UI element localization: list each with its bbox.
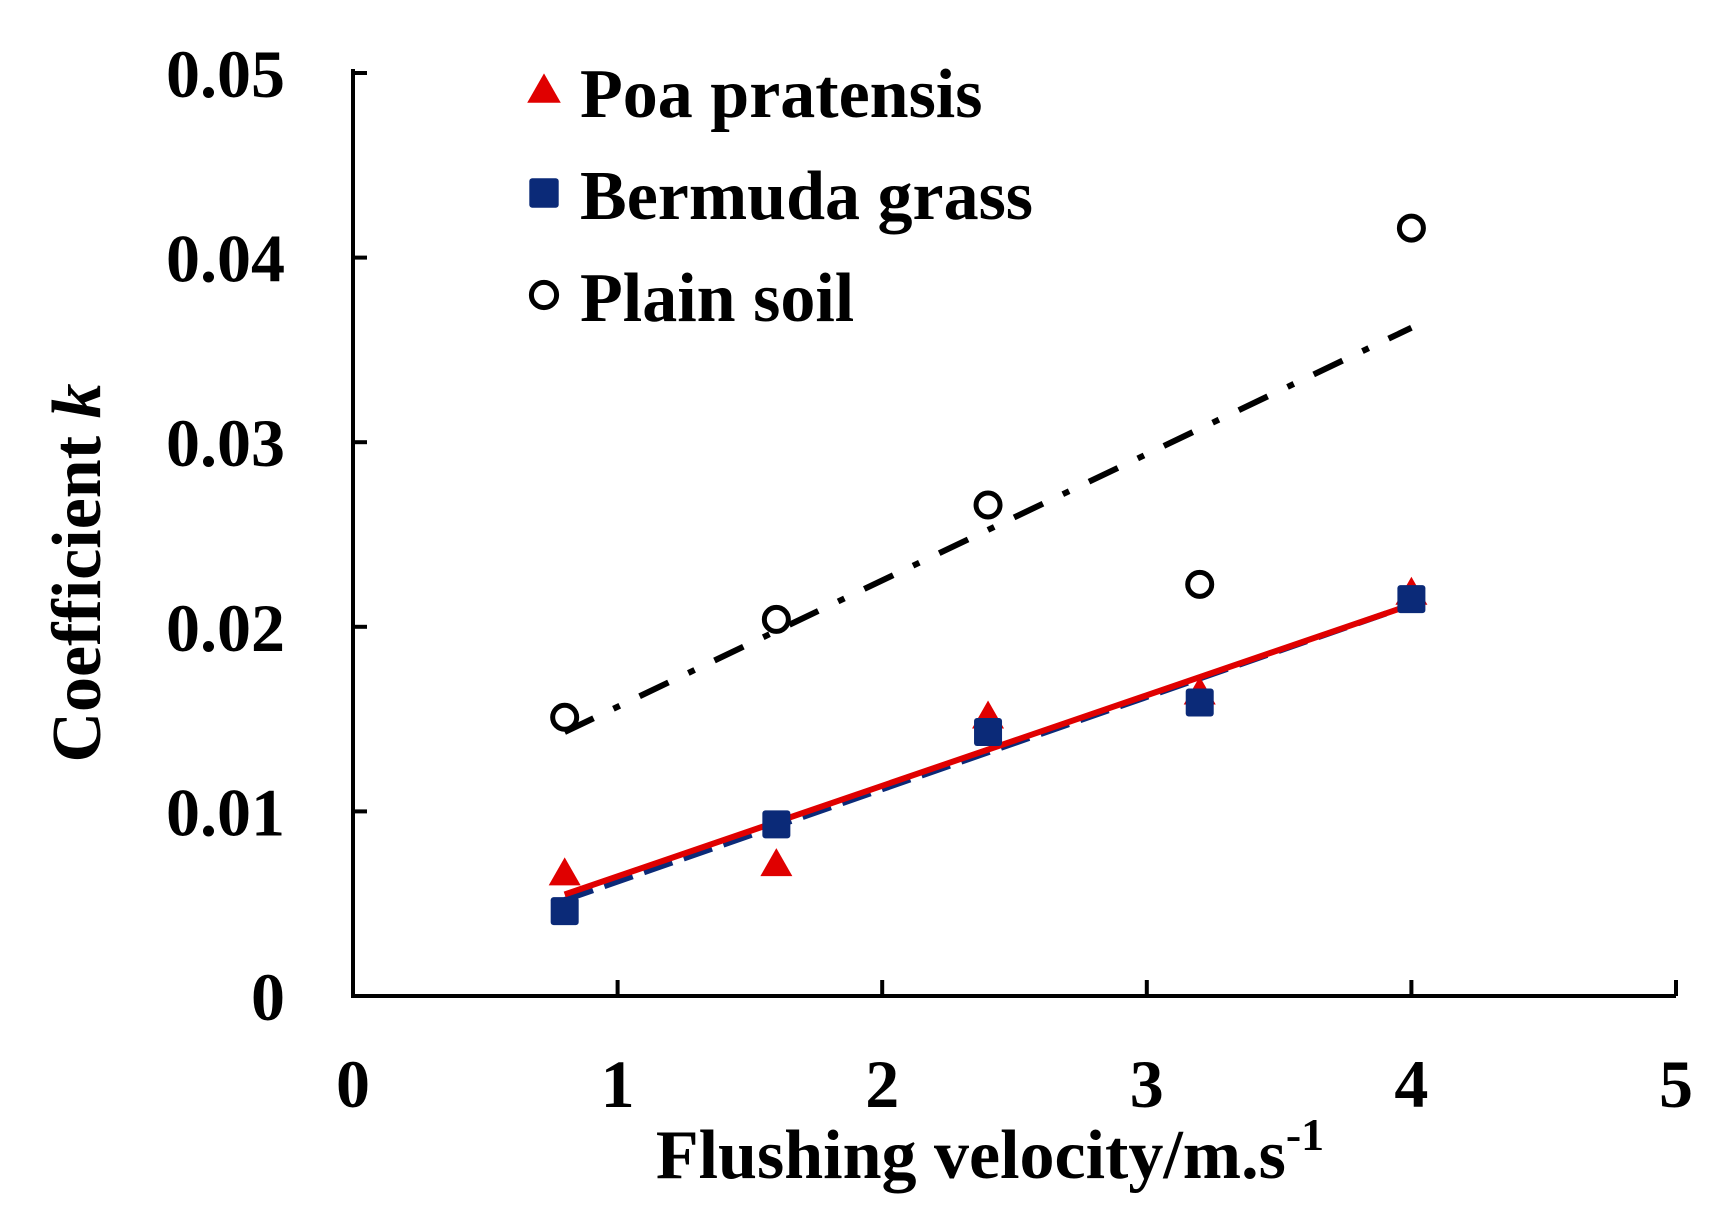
y-axis-label: Coefficient k — [39, 383, 116, 762]
x-tick-label: 1 — [601, 1046, 635, 1122]
point-plain-soil — [761, 604, 791, 634]
legend-label-poa-pratensis: Poa pratensis — [580, 56, 983, 133]
y-tick-label: 0.02 — [166, 590, 285, 666]
x-axis-label: Flushing velocity/m.s-1 — [656, 1109, 1324, 1194]
point-plain-soil — [973, 490, 1003, 520]
x-tick-label: 0 — [336, 1046, 370, 1122]
point-bermuda-grass — [762, 810, 791, 839]
point-bermuda-grass — [974, 718, 1003, 747]
point-plain-soil — [550, 702, 580, 732]
legend-label-bermuda-grass: Bermuda grass — [580, 158, 1033, 235]
y-tick-label: 0 — [251, 959, 285, 1035]
y-tick-label: 0.04 — [166, 221, 285, 297]
legend-marker-poa-pratensis — [527, 73, 561, 103]
tick-labels: 0 0.01 0.02 0.03 0.04 0.05 0 1 2 3 4 5 — [166, 36, 1693, 1122]
point-plain-soil — [1396, 213, 1426, 243]
legend-marker-plain-soil — [528, 279, 560, 311]
axes — [351, 69, 1678, 998]
trendlines — [563, 325, 1413, 903]
data-points — [548, 213, 1428, 926]
point-poa-pratensis — [548, 857, 581, 886]
legend: Poa pratensis Bermuda grass Plain soil — [527, 56, 1033, 337]
x-tick-label: 5 — [1659, 1046, 1693, 1122]
point-poa-pratensis — [760, 848, 793, 877]
legend-label-plain-soil: Plain soil — [580, 260, 854, 337]
x-tick-label: 4 — [1394, 1046, 1428, 1122]
y-tick-label: 0.03 — [166, 405, 285, 481]
point-bermuda-grass — [550, 897, 579, 926]
point-plain-soil — [1185, 569, 1215, 599]
legend-marker-bermuda-grass — [529, 178, 559, 208]
point-bermuda-grass — [1185, 688, 1214, 717]
y-tick-label: 0.01 — [166, 774, 285, 850]
trendline-plain-soil — [563, 325, 1413, 735]
trendline-poa-pratensis — [563, 601, 1413, 898]
x-tick-label: 2 — [865, 1046, 899, 1122]
point-bermuda-grass — [1397, 585, 1426, 614]
y-tick-label: 0.05 — [166, 36, 285, 112]
x-tick-label: 3 — [1130, 1046, 1164, 1122]
